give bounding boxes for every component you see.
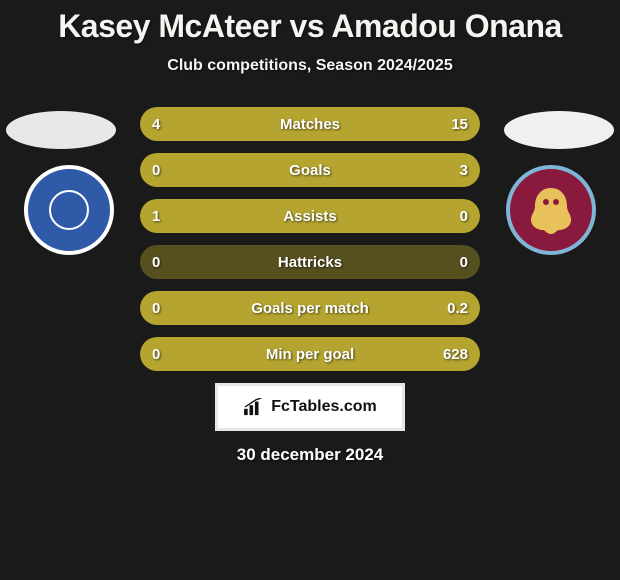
- player-right-ellipse: [504, 111, 614, 149]
- comparison-chart: 4 Matches 15 0 Goals 3 1 Assists 0 0 Hat…: [0, 99, 620, 465]
- club-badge-right: [506, 165, 596, 255]
- stat-label: Matches: [140, 116, 480, 133]
- club-badge-left-inner: [49, 190, 89, 230]
- stat-row: 4 Matches 15: [140, 107, 480, 141]
- stat-label: Min per goal: [140, 346, 480, 363]
- page-title: Kasey McAteer vs Amadou Onana: [0, 0, 620, 45]
- date-text: 30 december 2024: [0, 445, 620, 465]
- stat-rows: 4 Matches 15 0 Goals 3 1 Assists 0 0 Hat…: [140, 99, 480, 371]
- stat-row: 0 Goals 3: [140, 153, 480, 187]
- lion-icon: [521, 180, 581, 240]
- stat-label: Hattricks: [140, 254, 480, 271]
- fctables-text: FcTables.com: [271, 398, 377, 416]
- stat-value-right: 15: [451, 116, 468, 133]
- stat-label: Assists: [140, 208, 480, 225]
- stat-label: Goals per match: [140, 300, 480, 317]
- stat-row: 0 Hattricks 0: [140, 245, 480, 279]
- stat-row: 1 Assists 0: [140, 199, 480, 233]
- stat-row: 0 Goals per match 0.2: [140, 291, 480, 325]
- stat-value-right: 628: [443, 346, 468, 363]
- stat-value-right: 0: [460, 208, 468, 225]
- club-badge-left: [24, 165, 114, 255]
- stat-row: 0 Min per goal 628: [140, 337, 480, 371]
- stat-value-right: 0.2: [447, 300, 468, 317]
- stat-value-right: 0: [460, 254, 468, 271]
- fctables-badge: FcTables.com: [215, 383, 405, 431]
- fctables-logo-icon: [243, 398, 265, 416]
- stat-value-right: 3: [460, 162, 468, 179]
- subtitle: Club competitions, Season 2024/2025: [0, 57, 620, 75]
- stat-label: Goals: [140, 162, 480, 179]
- player-left-ellipse: [6, 111, 116, 149]
